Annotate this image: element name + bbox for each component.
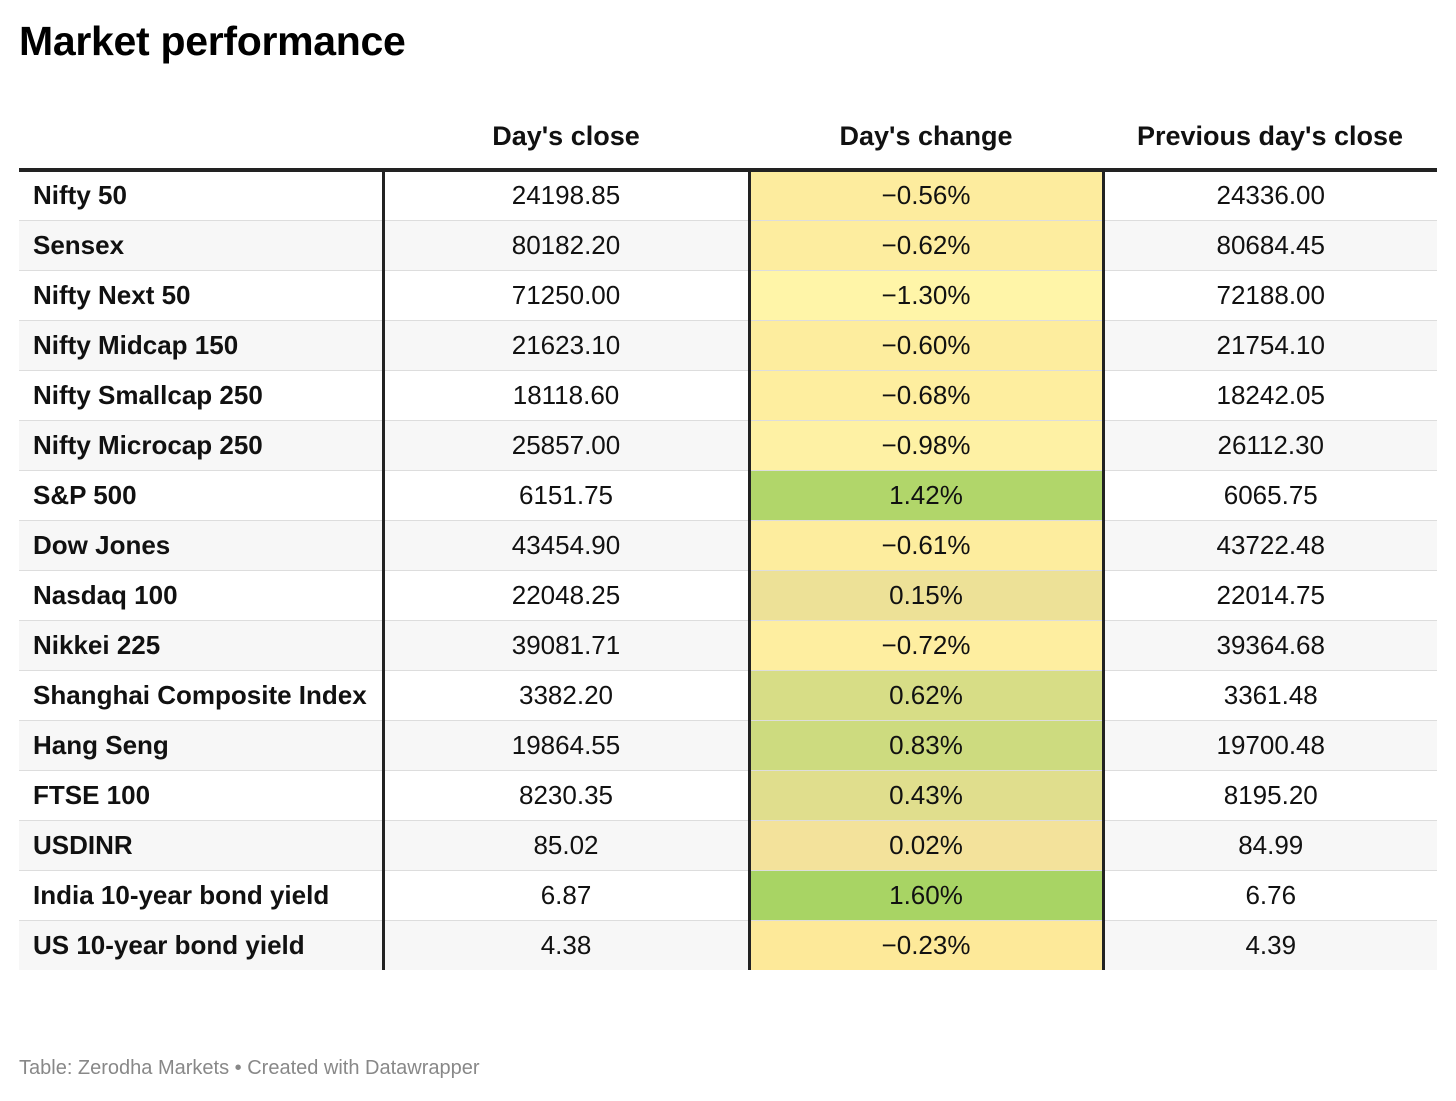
column-header-days-change: Day's change <box>749 104 1103 172</box>
row-name-cell: India 10-year bond yield <box>19 870 385 921</box>
day-close-cell: 6151.75 <box>383 470 751 521</box>
day-close-cell: 43454.90 <box>383 520 751 571</box>
day-close-cell: 6.87 <box>383 870 751 921</box>
day-change-cell: 0.43% <box>749 770 1105 821</box>
table-row: Dow Jones 43454.90 −0.61% 43722.48 <box>19 520 1437 571</box>
source-footer: Table: Zerodha Markets • Created with Da… <box>19 1057 480 1079</box>
day-change-cell: −0.98% <box>749 420 1105 471</box>
row-name-cell: Nifty Microcap 250 <box>19 420 385 471</box>
previous-close-cell: 80684.45 <box>1103 220 1437 271</box>
day-change-cell: 0.15% <box>749 570 1105 621</box>
previous-close-cell: 22014.75 <box>1103 570 1437 621</box>
day-change-cell: −0.61% <box>749 520 1105 571</box>
table-row: Hang Seng 19864.55 0.83% 19700.48 <box>19 720 1437 771</box>
table-row: S&P 500 6151.75 1.42% 6065.75 <box>19 470 1437 521</box>
market-table: Day's close Day's change Previous day's … <box>19 104 1437 970</box>
day-close-cell: 80182.20 <box>383 220 751 271</box>
day-change-cell: −0.62% <box>749 220 1105 271</box>
previous-close-cell: 4.39 <box>1103 920 1437 970</box>
day-close-cell: 8230.35 <box>383 770 751 821</box>
table-row: India 10-year bond yield 6.87 1.60% 6.76 <box>19 870 1437 921</box>
day-change-cell: 1.60% <box>749 870 1105 921</box>
day-close-cell: 18118.60 <box>383 370 751 421</box>
table-body: Nifty 50 24198.85 −0.56% 24336.00 Sensex 8018… <box>19 170 1437 970</box>
table-row: FTSE 100 8230.35 0.43% 8195.20 <box>19 770 1437 821</box>
market-table-container: Day's close Day's change Previous day's … <box>19 104 1437 970</box>
day-change-cell: −0.72% <box>749 620 1105 671</box>
previous-close-cell: 84.99 <box>1103 820 1437 871</box>
row-name-cell: FTSE 100 <box>19 770 385 821</box>
previous-close-cell: 3361.48 <box>1103 670 1437 721</box>
table-row: Nifty Next 50 71250.00 −1.30% 72188.00 <box>19 270 1437 321</box>
row-name-cell: S&P 500 <box>19 470 385 521</box>
row-name-cell: Sensex <box>19 220 385 271</box>
row-name-cell: Dow Jones <box>19 520 385 571</box>
day-close-cell: 3382.20 <box>383 670 751 721</box>
table-row: USDINR 85.02 0.02% 84.99 <box>19 820 1437 871</box>
day-change-cell: 0.83% <box>749 720 1105 771</box>
table-row: Nifty Midcap 150 21623.10 −0.60% 21754.10 <box>19 320 1437 371</box>
day-change-cell: −0.56% <box>749 170 1105 221</box>
day-close-cell: 22048.25 <box>383 570 751 621</box>
previous-close-cell: 26112.30 <box>1103 420 1437 471</box>
previous-close-cell: 43722.48 <box>1103 520 1437 571</box>
table-row: Nifty Smallcap 250 18118.60 −0.68% 18242.05 <box>19 370 1437 421</box>
day-close-cell: 71250.00 <box>383 270 751 321</box>
table-header-row: Day's close Day's change Previous day's … <box>19 104 1437 172</box>
day-change-cell: −1.30% <box>749 270 1105 321</box>
column-header-name <box>19 104 383 172</box>
page-title: Market performance <box>19 18 406 64</box>
previous-close-cell: 8195.20 <box>1103 770 1437 821</box>
day-close-cell: 21623.10 <box>383 320 751 371</box>
day-change-cell: 0.02% <box>749 820 1105 871</box>
table-row: Nasdaq 100 22048.25 0.15% 22014.75 <box>19 570 1437 621</box>
day-close-cell: 85.02 <box>383 820 751 871</box>
previous-close-cell: 72188.00 <box>1103 270 1437 321</box>
row-name-cell: Nifty 50 <box>19 170 385 221</box>
table-row: US 10-year bond yield 4.38 −0.23% 4.39 <box>19 920 1437 970</box>
day-change-cell: 1.42% <box>749 470 1105 521</box>
previous-close-cell: 24336.00 <box>1103 170 1437 221</box>
table-row: Shanghai Composite Index 3382.20 0.62% 3361… <box>19 670 1437 721</box>
day-change-cell: −0.23% <box>749 920 1105 970</box>
row-name-cell: Nasdaq 100 <box>19 570 385 621</box>
day-close-cell: 25857.00 <box>383 420 751 471</box>
previous-close-cell: 6065.75 <box>1103 470 1437 521</box>
previous-close-cell: 19700.48 <box>1103 720 1437 771</box>
column-header-days-close: Day's close <box>383 104 749 172</box>
day-change-cell: 0.62% <box>749 670 1105 721</box>
column-header-previous-close: Previous day's close <box>1103 104 1437 172</box>
previous-close-cell: 6.76 <box>1103 870 1437 921</box>
table-row: Nikkei 225 39081.71 −0.72% 39364.68 <box>19 620 1437 671</box>
table-row: Nifty 50 24198.85 −0.56% 24336.00 <box>19 170 1437 221</box>
previous-close-cell: 39364.68 <box>1103 620 1437 671</box>
day-change-cell: −0.60% <box>749 320 1105 371</box>
day-close-cell: 19864.55 <box>383 720 751 771</box>
day-close-cell: 4.38 <box>383 920 751 970</box>
day-close-cell: 24198.85 <box>383 170 751 221</box>
day-change-cell: −0.68% <box>749 370 1105 421</box>
row-name-cell: Nifty Midcap 150 <box>19 320 385 371</box>
row-name-cell: Nifty Smallcap 250 <box>19 370 385 421</box>
table-row: Nifty Microcap 250 25857.00 −0.98% 26112.30 <box>19 420 1437 471</box>
row-name-cell: Shanghai Composite Index <box>19 670 385 721</box>
previous-close-cell: 18242.05 <box>1103 370 1437 421</box>
table-row: Sensex 80182.20 −0.62% 80684.45 <box>19 220 1437 271</box>
day-close-cell: 39081.71 <box>383 620 751 671</box>
row-name-cell: Nikkei 225 <box>19 620 385 671</box>
previous-close-cell: 21754.10 <box>1103 320 1437 371</box>
row-name-cell: Hang Seng <box>19 720 385 771</box>
row-name-cell: Nifty Next 50 <box>19 270 385 321</box>
row-name-cell: USDINR <box>19 820 385 871</box>
row-name-cell: US 10-year bond yield <box>19 920 385 970</box>
